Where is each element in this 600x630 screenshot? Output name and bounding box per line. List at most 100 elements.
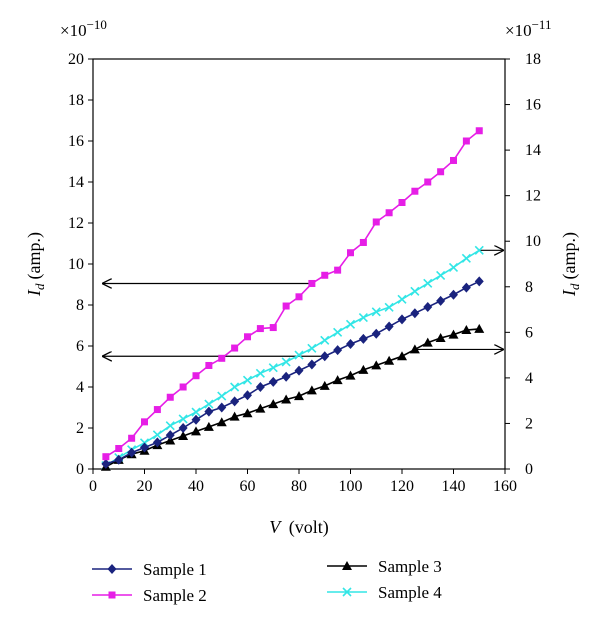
legend-swatch-marker — [342, 587, 352, 597]
sample-2-point — [308, 279, 316, 287]
sample-2-point — [359, 238, 367, 246]
right-y-tick-label: 10 — [525, 233, 541, 250]
sample-1-point — [449, 289, 458, 300]
sample-2-point — [282, 302, 290, 310]
sample-4-point — [474, 245, 484, 255]
sample-2-point — [205, 361, 213, 369]
legend-label: Sample 3 — [378, 557, 442, 576]
sample-4-point — [152, 430, 162, 440]
sample-2-point — [462, 137, 470, 145]
sample-4-point — [242, 375, 253, 385]
sample-3-point — [332, 375, 343, 385]
sample-2-point — [192, 372, 200, 380]
sample-3-point — [461, 325, 472, 335]
sample-4-point — [191, 407, 201, 417]
right-y-tick-label: 16 — [525, 97, 541, 114]
sample-2-point — [450, 156, 457, 164]
sample-2-point — [153, 406, 161, 414]
right-y-tick-label: 18 — [525, 51, 541, 68]
sample-4-line — [105, 249, 480, 467]
right-axis-multiplier: ×10−11 — [505, 17, 551, 40]
legend: Sample 1 Sample 2 Sample 3 Sample 4 — [92, 557, 442, 605]
x-tick-label: 140 — [442, 478, 466, 495]
sample-1-point — [333, 345, 343, 356]
sample-1-point — [358, 333, 368, 344]
sample-2-point — [179, 383, 187, 391]
sample-1-point — [127, 447, 137, 458]
sample-2-point — [437, 168, 445, 176]
left-y-tick-label: 2 — [76, 420, 84, 437]
sample-2-point — [295, 293, 303, 301]
sample-4-point — [178, 414, 188, 424]
legend-label: Sample 1 — [143, 560, 207, 579]
sample-3-point — [306, 385, 317, 395]
sample-3-point — [345, 370, 356, 380]
sample-2-point — [231, 344, 239, 352]
x-axis-label: V (volt) — [269, 517, 329, 538]
x-tick-label: 160 — [493, 478, 517, 495]
left-y-tick-label: 8 — [76, 297, 84, 314]
sample-3-point — [268, 399, 279, 409]
sample-4-series — [101, 245, 484, 471]
sample-3-point — [448, 329, 459, 339]
sample-1-point — [140, 442, 149, 453]
sample-1-point — [217, 402, 227, 413]
sample-4-point — [230, 382, 240, 392]
left-y-tick-label: 0 — [76, 461, 84, 478]
sample-2-point — [411, 187, 419, 195]
sample-1-point — [191, 414, 201, 425]
sample-2-point — [141, 418, 148, 426]
sample-1-line — [105, 280, 480, 465]
legend-entry-sample-2: Sample 2 — [92, 586, 207, 605]
legend-swatch-marker — [107, 564, 117, 574]
x-tick-label: 40 — [188, 478, 204, 495]
sample-4-point — [371, 307, 381, 317]
sample-3-point — [435, 333, 446, 343]
sample-1-point — [268, 376, 278, 387]
sample-3-point — [229, 411, 240, 421]
legend-label: Sample 2 — [143, 586, 207, 605]
x-tick-label: 100 — [339, 478, 363, 495]
left-y-tick-label: 20 — [68, 51, 84, 68]
right-y-tick-label: 14 — [525, 142, 541, 159]
sample-2-point — [424, 178, 432, 186]
x-tick-label: 0 — [89, 478, 97, 495]
axis-ticks: 0 20 40 60 80 100 120 140 160 0 2 4 6 8 10 12 14 16 18 20 0 2… — [68, 51, 541, 495]
sample-1-point — [320, 351, 330, 362]
sample-4-point — [345, 319, 356, 329]
x-tick-label: 120 — [390, 478, 414, 495]
sample-4-point — [165, 421, 175, 431]
sample-3-point — [358, 364, 369, 374]
sample-4-point — [320, 335, 330, 345]
sample-4-point — [307, 343, 317, 353]
sample-4-point — [461, 253, 471, 263]
right-y-tick-label: 6 — [525, 324, 533, 341]
right-y-tick-label: 8 — [525, 279, 533, 296]
sample-4-point — [384, 302, 394, 312]
sample-3-point — [422, 337, 433, 347]
left-y-tick-label: 10 — [68, 256, 84, 273]
sample-3-point — [294, 391, 304, 401]
sample-2-point — [244, 333, 251, 341]
x-tick-label: 80 — [291, 478, 307, 495]
sample-2-point — [128, 434, 136, 442]
sample-3-point — [178, 430, 189, 440]
sample-3-point — [281, 394, 292, 404]
sample-1-point — [281, 371, 291, 382]
sample-2-point — [398, 199, 406, 206]
sample-4-point — [281, 357, 291, 367]
sample-4-point — [436, 270, 446, 280]
sample-4-point — [217, 391, 227, 401]
sample-2-point — [334, 266, 342, 274]
sample-1-point — [152, 437, 162, 448]
sample-4-point — [294, 350, 304, 360]
right-y-tick-label: 12 — [525, 188, 541, 205]
sample-4-point — [333, 327, 343, 337]
sample-1-point — [371, 328, 381, 339]
legend-swatch-marker — [342, 561, 352, 570]
sample-2-point — [385, 209, 393, 217]
sample-3-point — [409, 344, 420, 354]
right-y-tick-label: 2 — [525, 415, 533, 432]
sample-1-point — [461, 282, 471, 293]
